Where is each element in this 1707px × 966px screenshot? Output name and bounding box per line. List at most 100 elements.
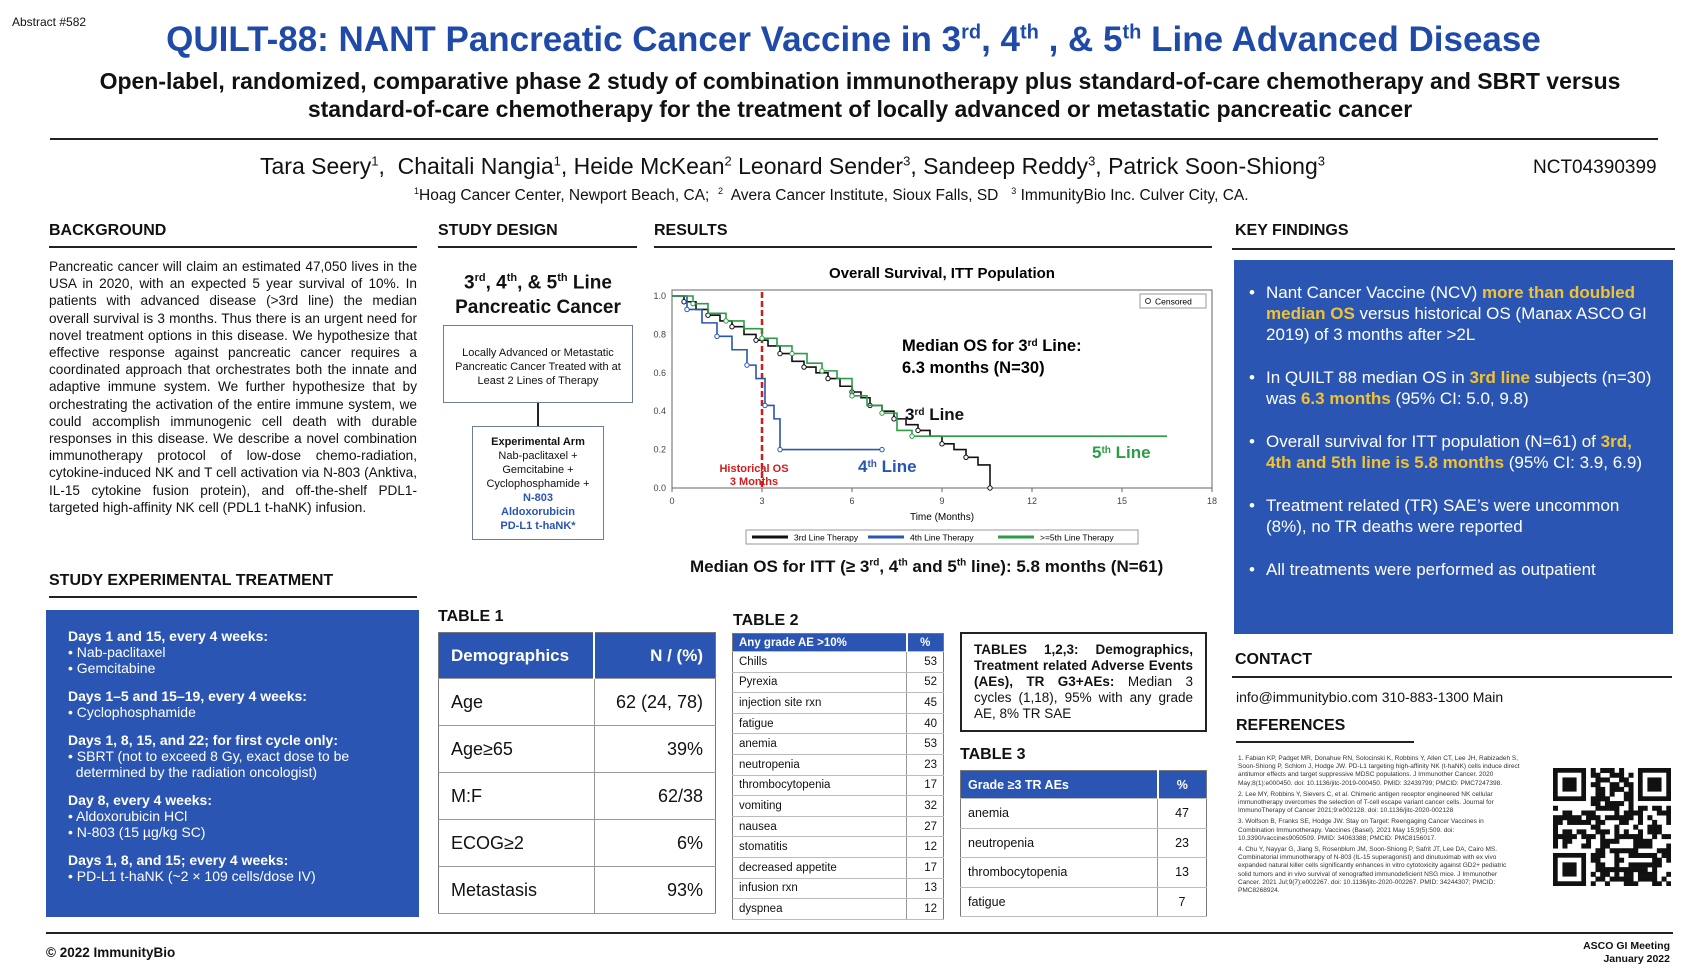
qr-module (1614, 871, 1620, 877)
qr-module (1571, 834, 1577, 840)
tables-note: TABLES 1,2,3: Demographics, Treatment re… (960, 632, 1207, 732)
qr-module (1652, 824, 1658, 830)
table-cell: decreased appetite (732, 857, 908, 879)
annotation-part: rd (1028, 338, 1038, 349)
line-label-part: Line (1111, 443, 1151, 462)
qr-code-icon[interactable] (1553, 768, 1671, 886)
qr-module (1633, 848, 1639, 854)
qr-module (1633, 838, 1639, 844)
qr-module (1647, 843, 1653, 849)
qr-module (1595, 782, 1601, 788)
qr-module (1628, 772, 1634, 778)
qr-module (1637, 862, 1643, 868)
finding-text: Nant Cancer Vaccine (NCV) (1266, 283, 1483, 302)
table-cell: 45 (906, 692, 944, 714)
qr-module (1623, 791, 1629, 797)
reference-item: 4. Chu Y, Nayyar G, Jiang S, Rosenblum J… (1238, 846, 1507, 895)
poster-title: QUILT-88: NANT Pancreatic Cancer Vaccine… (166, 20, 1541, 59)
footer-divider (46, 932, 1673, 934)
qr-module (1642, 852, 1648, 858)
historical-os-label: Historical OS (719, 463, 788, 475)
censor-mark (849, 393, 855, 399)
qr-module (1619, 801, 1625, 807)
qr-module (1647, 829, 1653, 835)
table-row: dyspnea 12 (732, 898, 944, 920)
adverse-events-table: Any grade AE >10%% Chills 53 Pyrexia 52 injec… (732, 633, 944, 920)
qr-module (1628, 881, 1634, 886)
treatment-heading: STUDY EXPERIMENTAL TREATMENT (49, 572, 334, 589)
qr-module (1567, 829, 1573, 835)
finding-highlight: 3rd line (1469, 368, 1530, 387)
qr-module (1628, 801, 1634, 807)
qr-module (1666, 852, 1671, 858)
treatment-item: determined by the radiation oncologist) (68, 764, 318, 780)
qr-module (1652, 819, 1658, 825)
qr-module (1614, 815, 1620, 821)
table-row: anemia 53 (732, 733, 944, 755)
qr-module (1553, 819, 1559, 825)
qr-module (1652, 876, 1658, 882)
qr-module (1595, 772, 1601, 778)
qr-module (1595, 852, 1601, 858)
author-affiliation: 1 (553, 153, 561, 169)
censor-mark (939, 441, 945, 447)
censor-mark (762, 402, 768, 409)
qr-module (1628, 867, 1634, 873)
median-os-3rd-line-value: 6.3 months (N=30) (902, 359, 1045, 377)
censor-mark (753, 337, 759, 343)
qr-module (1609, 782, 1615, 788)
reference-list: 1. Fabian KP, Padget MR, Donahue RN, Sol… (1238, 755, 1520, 898)
qr-module (1628, 815, 1634, 821)
label-5th-line: 5th Line (1092, 443, 1151, 462)
censor-mark (744, 362, 750, 368)
table-header: Demographics (438, 632, 596, 679)
qr-module (1619, 834, 1625, 840)
qr-module (1609, 876, 1615, 882)
qr-module (1637, 834, 1643, 840)
qr-module (1567, 810, 1573, 816)
reference-item: 1. Fabian KP, Padget MR, Donahue RN, Sol… (1238, 755, 1520, 787)
line-label-part: Line (924, 405, 964, 424)
qr-module (1614, 848, 1620, 854)
table-cell: Age≥65 (438, 725, 595, 773)
censor-mark (909, 433, 915, 439)
censored-legend-label: Censored (1155, 297, 1192, 307)
qr-module (1647, 876, 1653, 882)
qr-module (1590, 796, 1596, 802)
experimental-arm-box: Experimental Arm Nab-paclitaxel + Gemcita… (472, 426, 604, 540)
qr-module (1595, 801, 1601, 807)
table3-caption: TABLE 3 (960, 746, 1026, 763)
table-cell: 13 (1157, 857, 1207, 888)
table-cell: 47 (1157, 798, 1207, 829)
qr-module (1628, 810, 1634, 816)
qr-module (1586, 819, 1592, 825)
population-box: Locally Advanced or Metastatic Pancreati… (443, 325, 633, 403)
qr-module (1604, 777, 1610, 783)
abstract-number: Abstract #582 (12, 15, 87, 29)
qr-module (1586, 843, 1592, 849)
key-finding: Overall survival for ITT population (N=6… (1242, 431, 1655, 473)
qr-module (1576, 829, 1582, 835)
qr-module (1600, 786, 1606, 792)
qr-module (1661, 876, 1667, 882)
annotation-part: Median OS for 3 (902, 337, 1028, 355)
censor-mark (963, 454, 969, 460)
qr-module (1666, 810, 1671, 816)
qr-module (1619, 819, 1625, 825)
qr-module (1642, 843, 1648, 849)
affiliation-text: Avera Cancer Institute, Sioux Falls, SD (722, 187, 1012, 205)
key-findings-divider (1232, 248, 1675, 250)
table-cell: fatigue (960, 887, 1159, 918)
qr-module (1642, 867, 1648, 873)
qr-module (1642, 838, 1648, 844)
qr-module (1590, 782, 1596, 788)
qr-module (1614, 786, 1620, 792)
author-name: Sandeep Reddy (923, 153, 1089, 179)
qr-module (1628, 796, 1634, 802)
censor-mark (684, 306, 690, 313)
qr-module (1562, 829, 1568, 835)
qr-module (1647, 824, 1653, 830)
treatment-item: • Aldoxorubicin HCl (68, 808, 188, 824)
qr-module (1553, 824, 1559, 830)
qr-module (1600, 777, 1606, 783)
